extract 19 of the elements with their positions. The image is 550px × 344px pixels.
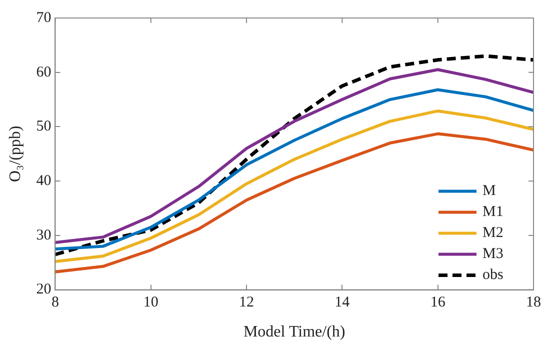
legend-label: obs [482, 267, 504, 284]
legend-label: M3 [482, 246, 504, 262]
y-tick-label: 50 [36, 118, 52, 135]
x-tick-label: 8 [51, 294, 59, 311]
x-tick-label: 18 [526, 294, 541, 311]
y-tick-label: 30 [36, 227, 52, 244]
x-axis-title: Model Time/(h) [243, 324, 346, 341]
y-tick-label: 70 [36, 10, 52, 26]
legend-label: M [482, 183, 496, 200]
y-tick-label: 60 [36, 64, 52, 80]
legend-label: M1 [482, 204, 504, 220]
y-axis-title: O₃/(ppb) [6, 126, 24, 182]
x-tick-label: 14 [334, 294, 350, 311]
x-tick-label: 16 [430, 294, 446, 311]
y-tick-label: 40 [36, 173, 52, 190]
legend-label: M2 [482, 225, 504, 242]
y-tick-label: 20 [36, 282, 52, 298]
x-tick-label: 12 [239, 294, 254, 311]
x-tick-label: 10 [143, 294, 158, 311]
